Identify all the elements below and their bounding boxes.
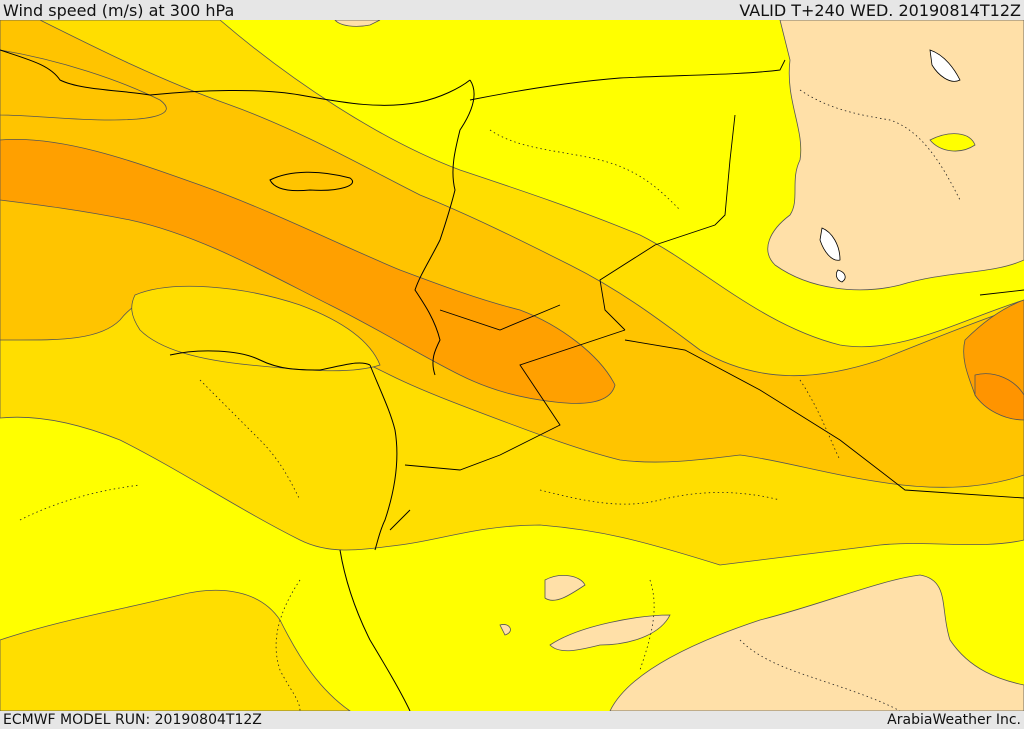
wind-patch: [929, 133, 976, 152]
lake: [819, 227, 841, 261]
province-borders: [19, 89, 961, 711]
model-run: ECMWF MODEL RUN: 20190804T12Z: [3, 712, 262, 728]
valid-time: VALID T+240 WED. 20190814T12Z: [739, 0, 1021, 20]
coastlines: [0, 49, 475, 711]
jet-band-nw: [0, 49, 167, 121]
chart-title: Wind speed (m/s) at 300 hPa: [3, 0, 235, 20]
low-wind-patch: [499, 624, 511, 636]
national-borders: [404, 59, 1024, 499]
map-canvas: [0, 20, 1024, 711]
low-wind-patch: [544, 575, 586, 601]
header-bar: Wind speed (m/s) at 300 hPa VALID T+240 …: [0, 0, 1024, 20]
credit: ArabiaWeather Inc.: [887, 712, 1021, 728]
footer-bar: ECMWF MODEL RUN: 20190804T12Z ArabiaWeat…: [0, 711, 1024, 729]
jet-band-sw: [0, 589, 351, 711]
low-wind-region-ne: [767, 20, 1024, 291]
low-wind-patch: [334, 20, 381, 27]
jet-core: [0, 138, 616, 404]
lake: [835, 269, 846, 283]
lake: [929, 49, 961, 82]
low-wind-region-se: [609, 574, 1024, 711]
jet-core-east-inner: [974, 373, 1024, 421]
wind-pocket: [131, 285, 381, 372]
weather-map[interactable]: [0, 20, 1024, 711]
low-wind-patch: [549, 614, 671, 652]
